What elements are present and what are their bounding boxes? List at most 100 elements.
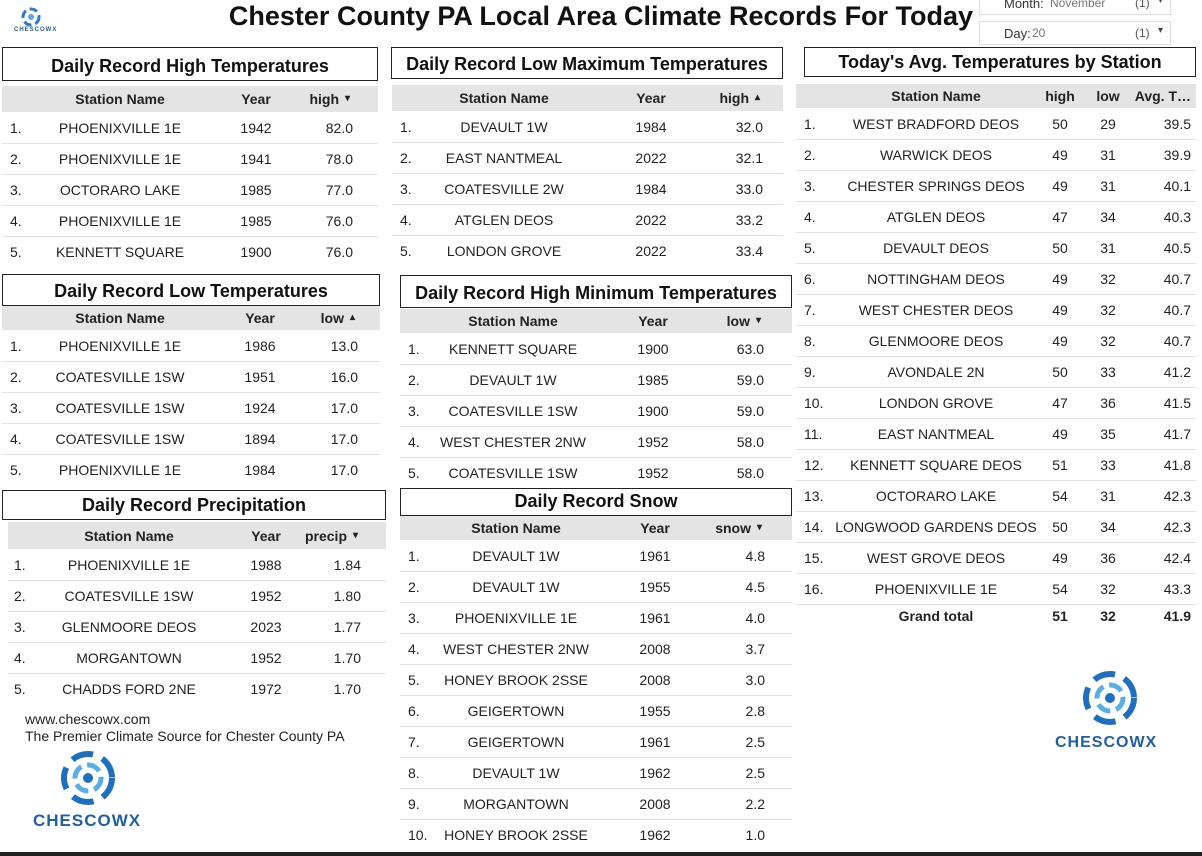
row-separator: [400, 726, 792, 727]
column-header[interactable]: high: [309, 91, 339, 107]
logo-text: CHESCOWX: [14, 27, 58, 33]
table-cell: HONEY BROOK 2SSE: [444, 671, 588, 688]
sort-indicator: ▾: [756, 315, 762, 326]
table-cell: 1900: [240, 243, 272, 260]
row-number: 7.: [804, 301, 816, 318]
column-header[interactable]: high: [1045, 88, 1075, 104]
column-header[interactable]: Year: [638, 313, 668, 329]
table-cell: COATESVILLE 1SW: [448, 464, 578, 481]
column-header[interactable]: Station Name: [891, 88, 981, 104]
row-separator: [796, 139, 1196, 140]
row-number: 8.: [804, 332, 816, 349]
table-cell: 1952: [250, 587, 282, 604]
table-cell: COATESVILLE 1SW: [55, 399, 185, 416]
row-separator: [392, 173, 783, 174]
row-number: 3.: [10, 181, 22, 198]
row-number: 3.: [804, 177, 816, 194]
table-cell: 54: [1052, 487, 1068, 504]
bottom-bar: [0, 852, 1202, 856]
table-cell: 63.0: [736, 340, 764, 357]
table-cell: GEIGERTOWN: [467, 733, 565, 750]
table-cell: 50: [1052, 239, 1068, 256]
table-cell: 59.0: [736, 371, 764, 388]
table-cell: 58.0: [736, 464, 764, 481]
table-cell: WEST CHESTER DEOS: [858, 301, 1014, 318]
row-number: 4.: [10, 430, 22, 447]
column-header[interactable]: Station Name: [471, 520, 561, 536]
row-separator: [796, 418, 1196, 419]
column-header[interactable]: low: [1096, 88, 1120, 104]
column-header[interactable]: Station Name: [84, 527, 174, 544]
row-number: 2.: [408, 578, 420, 595]
table-cell: PHOENIXVILLE 1E: [454, 609, 578, 626]
table-cell: 41.8: [1163, 456, 1191, 473]
filter-dropdown[interactable]: Month: November (1) ▾: [979, 0, 1171, 15]
table-cell: 1900: [637, 340, 669, 357]
column-header[interactable]: Avg. T…: [1134, 88, 1191, 104]
column-header[interactable]: high: [719, 90, 749, 106]
row-separator: [400, 757, 792, 758]
column-header[interactable]: Year: [640, 520, 670, 536]
row-separator: [796, 542, 1196, 543]
table-cell: COATESVILLE 1SW: [55, 368, 185, 385]
table-cell: WARWICK DEOS: [879, 146, 992, 163]
column-header[interactable]: Station Name: [75, 91, 165, 107]
table-cell: 3.0: [745, 671, 765, 688]
row-separator: [2, 143, 378, 144]
table-cell: 41.5: [1163, 394, 1191, 411]
table-cell: GLENMOORE DEOS: [868, 332, 1004, 349]
column-header[interactable]: precip: [304, 527, 347, 544]
row-number: 4.: [408, 640, 420, 657]
table-cell: ATGLEN DEOS: [886, 208, 986, 225]
table-cell: PHOENIXVILLE 1E: [67, 556, 191, 573]
row-number: 3.: [408, 609, 420, 626]
row-number: 1.: [408, 547, 420, 564]
table-cell: 29: [1100, 115, 1116, 132]
row-separator: [2, 236, 378, 237]
table-cell: 40.7: [1163, 301, 1191, 318]
filter-dropdown[interactable]: Day: 20 (1) ▾: [979, 21, 1171, 45]
table-cell: 2008: [639, 640, 671, 657]
column-header[interactable]: low: [726, 313, 750, 329]
table-cell: 1.0: [745, 826, 765, 843]
table-cell: 1.84: [333, 556, 361, 573]
table-cell: NOTTINGHAM DEOS: [867, 270, 1005, 287]
table-cell: GEIGERTOWN: [467, 702, 565, 719]
table-cell: 1955: [639, 702, 671, 719]
table-cell: 1952: [637, 464, 669, 481]
column-header[interactable]: Year: [245, 310, 275, 326]
row-number: 2.: [10, 368, 22, 385]
column-header[interactable]: Year: [636, 90, 666, 106]
column-header[interactable]: Station Name: [459, 90, 549, 106]
row-separator: [400, 395, 792, 396]
filter-value: November: [1050, 0, 1106, 10]
row-number: 10.: [804, 394, 824, 411]
row-number: 1.: [400, 118, 412, 135]
row-separator: [796, 263, 1196, 264]
logo-icon: [61, 751, 115, 805]
row-number: 8.: [408, 764, 420, 781]
column-header[interactable]: Year: [241, 91, 271, 107]
table-cell: 49: [1052, 146, 1068, 163]
column-header[interactable]: snow: [715, 520, 751, 536]
table-cell: MORGANTOWN: [76, 649, 182, 666]
table-cell: 2008: [639, 671, 671, 688]
table-cell: DEVAULT DEOS: [883, 239, 989, 256]
row-number: 9.: [408, 795, 420, 812]
table-cell: 51: [1052, 456, 1068, 473]
table-cell: 32: [1100, 301, 1116, 318]
row-number: 12.: [804, 456, 824, 473]
filter-label: Month:: [1004, 0, 1044, 11]
table-cell: 2008: [639, 795, 671, 812]
table-cell: 76.0: [325, 243, 353, 260]
table-header: [400, 309, 792, 333]
table-cell: 32: [1100, 270, 1116, 287]
column-header[interactable]: Station Name: [75, 310, 165, 326]
table-cell: 1962: [639, 826, 671, 843]
row-number: 1.: [14, 556, 26, 573]
column-header[interactable]: Station Name: [468, 313, 558, 329]
column-header[interactable]: low: [320, 310, 344, 326]
table-cell: COATESVILLE 1SW: [448, 402, 578, 419]
column-header[interactable]: Year: [251, 527, 281, 544]
table-cell: 1900: [637, 402, 669, 419]
